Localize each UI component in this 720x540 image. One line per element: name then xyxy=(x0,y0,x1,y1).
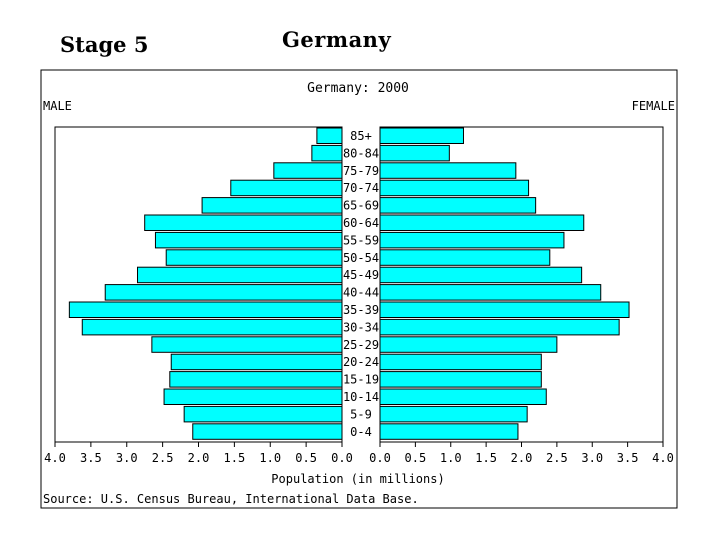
male-bars xyxy=(68,127,343,440)
age-group-label: 80-84 xyxy=(343,146,379,160)
male-bar xyxy=(230,179,343,197)
female-bar xyxy=(379,197,537,214)
female-tick-label: 1.5 xyxy=(475,451,497,465)
x-axis-ticks: 4.0 3.5 3.0 2.5 2.0 1.5 1.0 0.5 0.0 0.0 0.5 1.0 1.5 2… xyxy=(44,442,674,465)
age-group-label: 30-34 xyxy=(343,320,379,334)
male-bar xyxy=(273,162,343,179)
male-bar xyxy=(151,336,343,353)
male-tick-label: 3.0 xyxy=(116,451,138,465)
chart-title: Germany: 2000 xyxy=(307,81,409,96)
male-tick-label: 4.0 xyxy=(44,451,66,465)
male-bar xyxy=(183,405,343,423)
female-tick-label: 4.0 xyxy=(652,451,674,465)
female-tick-label: 0.5 xyxy=(405,451,427,465)
female-tick-label: 2.0 xyxy=(511,451,533,465)
female-bar xyxy=(379,249,551,266)
male-bar xyxy=(163,388,343,405)
age-group-label: 40-44 xyxy=(343,286,379,300)
age-group-label: 50-54 xyxy=(343,251,379,265)
male-bar xyxy=(144,214,343,231)
age-group-label: 15-19 xyxy=(343,373,379,387)
female-bar xyxy=(379,179,530,197)
age-group-label: 25-29 xyxy=(343,338,379,352)
female-bar xyxy=(379,423,519,440)
female-bar xyxy=(379,301,630,318)
female-bar xyxy=(379,371,542,388)
female-tick-label: 3.0 xyxy=(581,451,603,465)
age-group-label: 60-64 xyxy=(343,216,379,230)
female-bar xyxy=(379,127,464,144)
male-bar xyxy=(170,353,343,371)
male-bar xyxy=(68,301,343,318)
male-bar xyxy=(311,144,343,162)
age-group-labels: 85+ 80-84 75-79 70-74 65-69 60-64 55-59 50-54 45… xyxy=(343,129,379,439)
male-tick-label: 1.5 xyxy=(224,451,246,465)
age-group-label: 10-14 xyxy=(343,390,379,404)
age-group-label: 0-4 xyxy=(350,425,372,439)
female-bar xyxy=(379,353,542,371)
age-group-label: 5-9 xyxy=(350,407,372,421)
male-tick-label: 1.0 xyxy=(259,451,281,465)
age-group-label: 45-49 xyxy=(343,268,379,282)
female-tick-label: 0.0 xyxy=(369,451,391,465)
male-tick-label: 3.5 xyxy=(80,451,102,465)
slide-title: Germany xyxy=(282,27,392,52)
female-bar xyxy=(379,214,585,231)
female-bar xyxy=(379,284,602,301)
male-bar xyxy=(192,423,343,440)
stage-label: Stage 5 xyxy=(60,32,149,57)
age-group-label: 55-59 xyxy=(343,233,379,247)
age-group-label: 20-24 xyxy=(343,355,379,369)
age-group-label: 35-39 xyxy=(343,303,379,317)
female-bar xyxy=(379,266,583,284)
male-bar xyxy=(169,371,343,388)
female-tick-label: 1.0 xyxy=(440,451,462,465)
male-bar xyxy=(104,284,343,301)
source-note: Source: U.S. Census Bureau, Internationa… xyxy=(43,492,419,506)
male-bar xyxy=(165,249,343,266)
female-bar xyxy=(379,162,517,179)
female-bars xyxy=(379,127,630,440)
age-group-label: 85+ xyxy=(350,129,372,143)
male-tick-label: 0.0 xyxy=(331,451,353,465)
male-bar xyxy=(316,127,343,144)
female-bar xyxy=(379,318,620,336)
male-tick-label: 2.5 xyxy=(152,451,174,465)
male-bar xyxy=(154,231,343,249)
female-bar xyxy=(379,388,547,405)
male-bar xyxy=(81,318,343,336)
x-axis-label: Population (in millions) xyxy=(271,472,444,486)
age-group-label: 65-69 xyxy=(343,199,379,213)
male-label: MALE xyxy=(43,99,72,113)
female-bar xyxy=(379,336,558,353)
age-group-label: 75-79 xyxy=(343,164,379,178)
age-group-label: 70-74 xyxy=(343,181,379,195)
female-bar xyxy=(379,231,565,249)
female-label: FEMALE xyxy=(632,99,675,113)
female-bar xyxy=(379,144,450,162)
female-tick-label: 3.5 xyxy=(617,451,639,465)
male-tick-label: 2.0 xyxy=(188,451,210,465)
male-bar xyxy=(201,197,343,214)
male-bar xyxy=(137,266,343,284)
female-bar xyxy=(379,405,528,423)
male-tick-label: 0.5 xyxy=(295,451,317,465)
female-tick-label: 2.5 xyxy=(546,451,568,465)
